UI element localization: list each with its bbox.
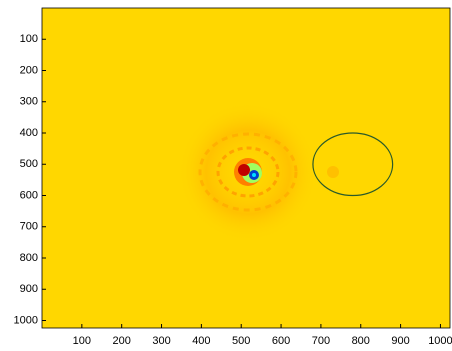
x-tick-label: 200 bbox=[113, 335, 131, 347]
y-tick-label: 500 bbox=[20, 158, 38, 170]
y-tick-label: 700 bbox=[20, 221, 38, 233]
region-circle bbox=[312, 132, 394, 197]
y-tick-label: 300 bbox=[20, 96, 38, 108]
x-tick-label: 800 bbox=[352, 335, 370, 347]
x-tick-label: 300 bbox=[152, 335, 170, 347]
y-tick-label: 200 bbox=[20, 64, 38, 76]
y-tick-label: 600 bbox=[20, 189, 38, 201]
blob bbox=[238, 164, 250, 176]
x-tick-label: 500 bbox=[232, 335, 250, 347]
x-tick-label: 100 bbox=[73, 335, 91, 347]
x-tick-label: 600 bbox=[272, 335, 290, 347]
x-tick-label: 700 bbox=[312, 335, 330, 347]
y-tick-label: 900 bbox=[20, 283, 38, 295]
x-tick-label: 400 bbox=[192, 335, 210, 347]
x-tick-label: 1000 bbox=[428, 335, 452, 347]
y-tick-label: 800 bbox=[20, 252, 38, 264]
y-tick-label: 100 bbox=[20, 33, 38, 45]
ripple bbox=[198, 132, 298, 212]
blob bbox=[252, 173, 256, 177]
y-tick-label: 1000 bbox=[14, 314, 38, 326]
y-tick-label: 400 bbox=[20, 127, 38, 139]
axes-frame bbox=[41, 7, 451, 329]
x-tick-label: 900 bbox=[391, 335, 409, 347]
blob bbox=[327, 166, 339, 178]
ripple bbox=[216, 146, 280, 198]
